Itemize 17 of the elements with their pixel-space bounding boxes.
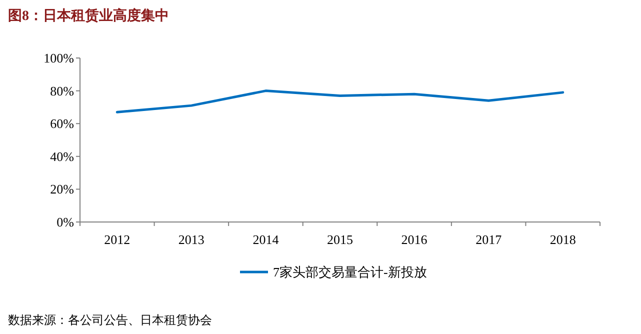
legend-label: 7家头部交易量合计-新投放 xyxy=(273,264,427,280)
line-series xyxy=(116,90,564,114)
x-tick-label: 2017 xyxy=(476,232,502,247)
x-tick-label: 2013 xyxy=(178,232,204,247)
source-note: 数据来源：各公司公告、日本租赁协会 xyxy=(8,313,212,327)
y-tick-label: 0% xyxy=(56,214,74,230)
x-tick-label: 2012 xyxy=(104,232,130,247)
x-tick-label: 2016 xyxy=(401,232,428,247)
y-tick-label: 60% xyxy=(50,116,74,132)
y-tick-label: 20% xyxy=(50,182,74,197)
x-tick-label: 2015 xyxy=(327,232,353,247)
x-tick-label: 2018 xyxy=(550,232,576,247)
y-tick-label: 40% xyxy=(50,148,74,164)
y-tick-label: 80% xyxy=(50,83,74,98)
y-tick-label: 100% xyxy=(44,50,74,66)
x-tick-label: 2014 xyxy=(252,232,280,247)
chart-title: 图8：日本租赁业高度集中 xyxy=(8,7,169,24)
